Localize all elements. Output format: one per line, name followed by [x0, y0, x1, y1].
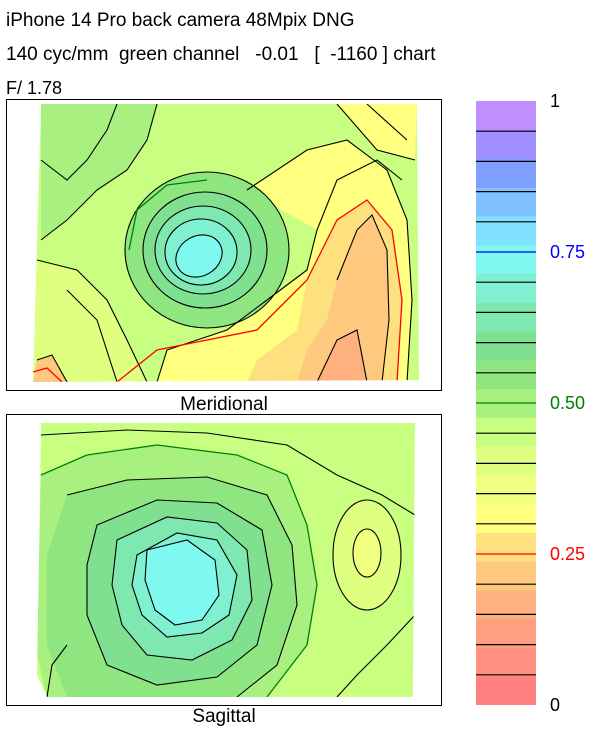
colorbar-band	[476, 101, 536, 131]
meridional-region-yellow-tr	[337, 104, 417, 160]
meridional-region-corner-bl	[33, 355, 67, 382]
colorbar-band	[476, 302, 536, 332]
meridional-region-green-bl	[33, 260, 147, 382]
colorbar-band	[476, 561, 536, 591]
colorbar-band	[476, 446, 536, 476]
colorbar-tick-label: 0.75	[550, 242, 586, 262]
colorbar-band	[476, 359, 536, 390]
colorbar-tick-label: 0.50	[550, 393, 586, 413]
meridional-region-green-left	[41, 104, 157, 240]
chart-title-line-2: 140 cyc/mm green channel -0.01 [ -1160 ]…	[6, 44, 436, 65]
meridional-contour-plot	[6, 99, 442, 391]
chart-title-line-1: iPhone 14 Pro back camera 48Mpix DNG	[6, 10, 355, 31]
colorbar-band	[476, 331, 536, 361]
colorbar	[476, 101, 536, 705]
colorbar-band	[476, 417, 536, 447]
sagittal-side-peak-inner	[353, 529, 381, 577]
meridional-peak-ring-5	[175, 234, 223, 278]
meridional-region-orange	[297, 215, 389, 382]
colorbar-band	[476, 474, 536, 505]
colorbar-band	[476, 129, 536, 160]
colorbar-band	[476, 216, 536, 246]
meridional-region-orange-deep	[317, 330, 367, 382]
colorbar-tick-label: 1	[550, 91, 561, 111]
colorbar-band	[476, 618, 536, 648]
aperture-label: F/ 1.78	[6, 78, 63, 98]
sagittal-label: Sagittal	[192, 706, 256, 727]
colorbar-tick-label: 0	[550, 695, 561, 715]
sagittal-region-peak	[145, 540, 219, 625]
colorbar-band	[476, 503, 536, 533]
sagittal-contour-plot	[6, 414, 442, 706]
meridional-label: Meridional	[180, 394, 268, 415]
colorbar-band	[476, 676, 536, 705]
colorbar-band	[476, 158, 536, 188]
colorbar-band	[476, 244, 536, 275]
colorbar-tick-label: 0.25	[550, 544, 586, 564]
colorbar-band	[476, 647, 536, 677]
colorbar-band	[476, 532, 536, 562]
colorbar-band	[476, 273, 536, 303]
